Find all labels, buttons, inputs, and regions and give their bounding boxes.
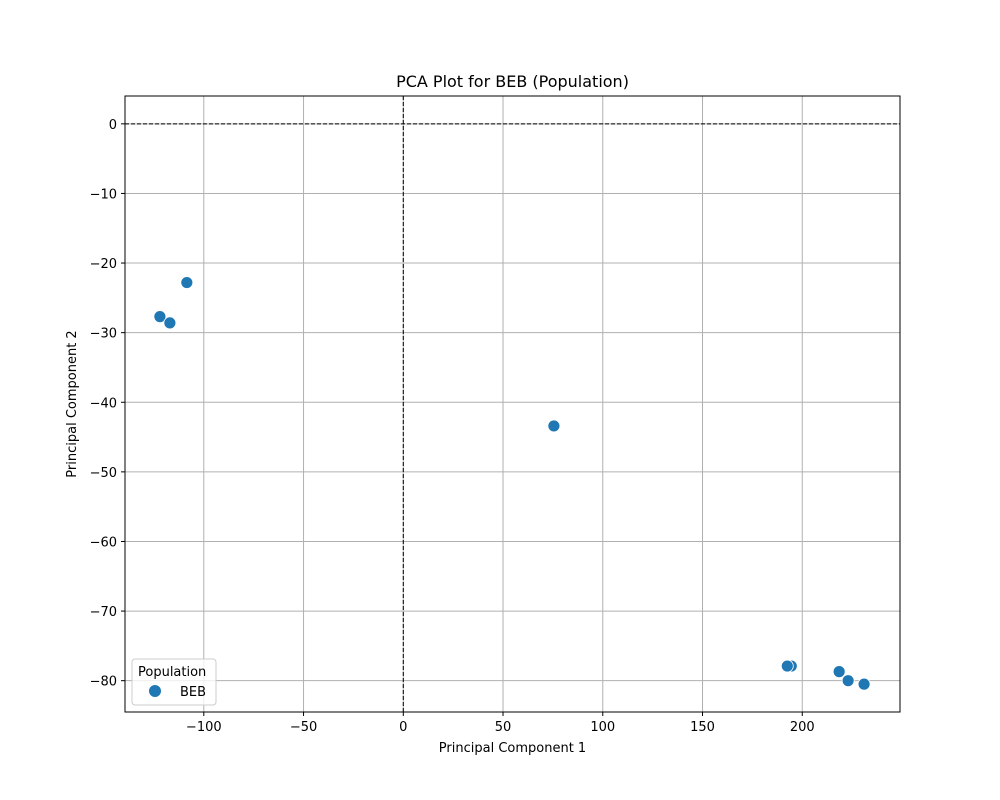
y-tick-label: −30: [90, 327, 117, 342]
y-tick-label: −10: [90, 187, 117, 202]
y-axis-title: Principal Component 2: [65, 330, 80, 477]
reference-lines: [125, 96, 900, 712]
x-axis-title: Principal Component 1: [439, 741, 586, 756]
x-axis-ticks: −100 −50 0 50 100 150 200: [186, 712, 815, 735]
plot-frame: [124, 95, 901, 713]
legend: Population BEB: [131, 658, 217, 706]
y-tick-label: −20: [90, 257, 117, 272]
data-point: [780, 659, 794, 673]
data-points: [153, 276, 871, 691]
y-tick-label: −50: [90, 466, 117, 481]
x-tick-label: 150: [690, 720, 715, 735]
y-tick-label: −80: [90, 675, 117, 690]
x-tick-label: 0: [399, 720, 407, 735]
data-point: [153, 310, 167, 324]
x-tick-label: 50: [495, 720, 512, 735]
x-tick-label: −50: [290, 720, 317, 735]
data-point: [180, 276, 194, 289]
legend-title: Population: [138, 665, 206, 680]
chart-title: PCA Plot for BEB (Population): [396, 72, 629, 91]
x-tick-label: 100: [590, 720, 615, 735]
data-point: [547, 419, 561, 433]
y-tick-label: −40: [90, 396, 117, 411]
legend-marker: [149, 685, 161, 697]
data-point: [857, 677, 871, 691]
x-tick-label: −100: [186, 720, 222, 735]
data-point: [841, 674, 855, 688]
y-tick-label: −70: [90, 605, 117, 620]
legend-label: BEB: [180, 685, 206, 700]
y-tick-label: 0: [109, 118, 117, 133]
y-tick-label: −60: [90, 535, 117, 550]
data-point: [163, 316, 177, 330]
data-point: [832, 665, 846, 679]
y-axis-ticks: 0 −10 −20 −30 −40 −50 −60 −70 −80: [90, 118, 125, 690]
x-tick-label: 200: [790, 720, 815, 735]
